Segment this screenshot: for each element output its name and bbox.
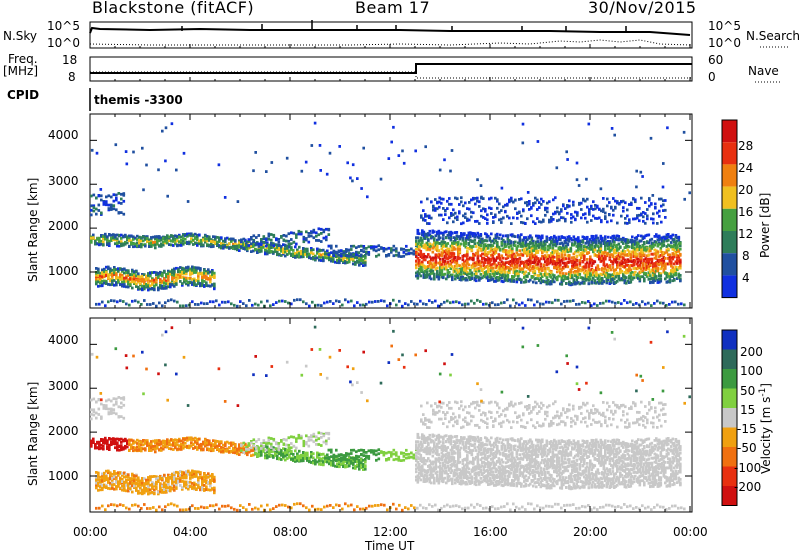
power-ytick-1000: 1000 xyxy=(48,264,79,278)
vcb-tick-m200: -200 xyxy=(734,480,762,494)
vcb-tick-100: 100 xyxy=(740,364,763,378)
nave-line xyxy=(90,71,692,79)
xtick-1600: 16:00 xyxy=(473,525,508,539)
xtick-0400: 04:00 xyxy=(173,525,208,539)
nave-tick-bot: 0 xyxy=(708,70,716,84)
nsearch-line xyxy=(89,39,691,46)
nsky-panel-frame xyxy=(89,21,693,49)
xtick-2000: 20:00 xyxy=(573,525,608,539)
freq-tick-bot: 8 xyxy=(68,70,76,84)
nsearch-tick-bot: 10^0 xyxy=(708,36,741,50)
velocity-colorbar-label-end: ] xyxy=(759,383,773,388)
date-label: 30/Nov/2015 xyxy=(588,0,697,17)
freq-tick-top: 18 xyxy=(62,53,78,67)
nsky-tick-bot: 10^0 xyxy=(47,36,80,50)
cpid-value: themis -3300 xyxy=(94,93,183,107)
station-title: Blackstone (fitACF) xyxy=(92,0,255,17)
velocity-scatter xyxy=(90,325,691,512)
vcb-tick-m15: -15 xyxy=(737,422,757,436)
xtick-0000: 00:00 xyxy=(73,525,108,539)
nsearch-label: N.Search xyxy=(746,29,800,43)
power-ytick-2000: 2000 xyxy=(48,219,79,233)
velocity-colorbar xyxy=(721,329,738,506)
power-scatter xyxy=(90,121,691,308)
freq-label-top: Freq. xyxy=(8,52,38,66)
nsky-label: N.Sky xyxy=(3,29,38,43)
beam-label: Beam 17 xyxy=(355,0,431,17)
freq-panel-frame xyxy=(89,56,693,82)
nsky-tick-top: 10^5 xyxy=(47,19,80,33)
freq-line xyxy=(90,63,692,74)
vcb-tick-m50: -50 xyxy=(737,441,757,455)
velocity-ylabel: Slant Range [km] xyxy=(26,381,40,486)
power-ytick-4000: 4000 xyxy=(48,128,79,142)
power-ytick-3000: 3000 xyxy=(48,174,79,188)
vcb-tick-50: 50 xyxy=(740,384,756,398)
nsearch-tick-top: 10^5 xyxy=(708,19,741,33)
vel-ytick-4000: 4000 xyxy=(48,333,79,347)
pcb-tick-12: 12 xyxy=(738,227,754,241)
vel-ytick-2000: 2000 xyxy=(48,424,79,438)
pcb-tick-16: 16 xyxy=(738,205,754,219)
velocity-colorbar-label-sup: -1 xyxy=(758,387,768,397)
vel-ytick-1000: 1000 xyxy=(48,469,79,483)
xtick-1200: 12:00 xyxy=(373,525,408,539)
pcb-tick-28: 28 xyxy=(738,139,754,153)
cpid-label: CPID xyxy=(7,88,40,102)
pcb-tick-8: 8 xyxy=(742,249,750,263)
nave-label: Nave xyxy=(748,64,779,78)
xtick-0800: 08:00 xyxy=(273,525,308,539)
freq-label-bot: [MHz] xyxy=(3,64,39,78)
nsky-line xyxy=(89,26,691,36)
pcb-tick-24: 24 xyxy=(738,161,754,175)
vcb-tick-15: 15 xyxy=(740,403,756,417)
xtick-2400: 00:00 xyxy=(673,525,708,539)
power-ylabel: Slant Range [km] xyxy=(26,177,40,282)
nsky-spikes xyxy=(181,20,627,32)
power-colorbar-label: Power [dB] xyxy=(758,192,772,258)
pcb-tick-20: 20 xyxy=(738,183,754,197)
xaxis-label: Time UT xyxy=(365,539,415,553)
vcb-tick-m100: -100 xyxy=(734,461,762,475)
nave-tick-top: 60 xyxy=(708,53,724,67)
vcb-tick-200: 200 xyxy=(740,345,763,359)
pcb-tick-4: 4 xyxy=(742,271,750,285)
power-colorbar xyxy=(721,119,738,299)
vel-ytick-3000: 3000 xyxy=(48,379,79,393)
